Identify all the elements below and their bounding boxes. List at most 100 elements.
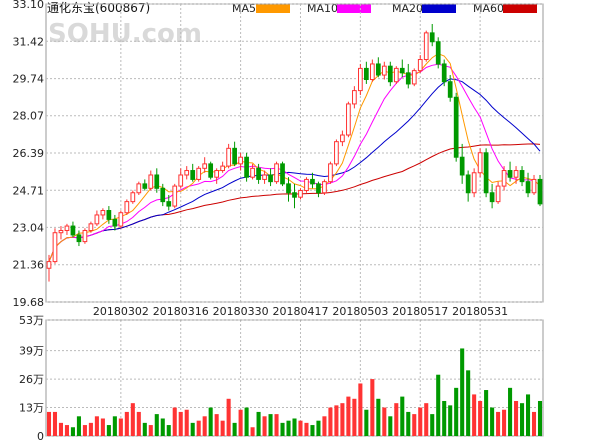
candle-body bbox=[459, 156, 465, 176]
candle-body bbox=[537, 178, 543, 205]
legend-label: MA10 bbox=[307, 2, 338, 15]
volume-bar bbox=[172, 407, 177, 436]
volume-bar bbox=[238, 409, 243, 436]
volume-bar bbox=[388, 416, 393, 436]
volume-bar bbox=[478, 400, 483, 436]
volume-bar bbox=[148, 425, 153, 436]
volume-bar bbox=[202, 416, 207, 436]
legend-label: MA5 bbox=[232, 2, 256, 15]
candle-body bbox=[64, 225, 70, 231]
volume-bar bbox=[346, 396, 351, 436]
candle-body bbox=[352, 90, 357, 105]
legend-swatch bbox=[337, 4, 371, 13]
legend-label: MA60 bbox=[473, 2, 504, 15]
volume-bar bbox=[448, 405, 453, 436]
candle-body bbox=[196, 167, 202, 180]
volume-bar bbox=[220, 420, 225, 436]
candle-body bbox=[130, 192, 136, 203]
candle-body bbox=[238, 156, 243, 165]
volume-bar bbox=[160, 418, 165, 436]
date-tick-label: 20180517 bbox=[392, 305, 448, 318]
candle-body bbox=[280, 163, 285, 185]
volume-bar bbox=[490, 407, 495, 436]
candle-body bbox=[76, 234, 82, 243]
candle-body bbox=[112, 218, 118, 227]
candle-body bbox=[417, 59, 423, 72]
candle-body bbox=[244, 156, 249, 178]
candle-body bbox=[262, 174, 267, 180]
volume-bar bbox=[76, 416, 81, 436]
candle-body bbox=[429, 32, 435, 43]
volume-bar bbox=[256, 411, 261, 436]
candle-body bbox=[513, 170, 519, 178]
volume-bar bbox=[124, 411, 129, 436]
candle-body bbox=[310, 178, 315, 185]
candle-body bbox=[519, 170, 525, 183]
candle-body bbox=[489, 192, 495, 203]
candle-body bbox=[501, 170, 507, 187]
volume-bar bbox=[454, 387, 459, 436]
volume-tick-label: 26万 bbox=[19, 373, 44, 386]
volume-bar bbox=[364, 409, 369, 436]
candle-body bbox=[363, 67, 369, 80]
candle-body bbox=[334, 141, 339, 165]
price-tick-label: 21.36 bbox=[13, 259, 45, 272]
volume-bar bbox=[304, 422, 309, 436]
candle-body bbox=[124, 201, 130, 214]
volume-bar bbox=[316, 420, 321, 436]
price-tick-label: 23.04 bbox=[13, 221, 45, 234]
date-tick-label: 20180531 bbox=[452, 305, 508, 318]
legend-swatch bbox=[503, 4, 537, 13]
candle-body bbox=[46, 261, 52, 269]
volume-bar bbox=[184, 409, 189, 436]
candle-body bbox=[322, 181, 327, 194]
volume-bar bbox=[178, 411, 183, 436]
volume-bar bbox=[394, 403, 399, 436]
candle-body bbox=[256, 167, 261, 180]
candle-body bbox=[190, 170, 196, 180]
ma-line-ma10 bbox=[48, 63, 541, 262]
volume-bar bbox=[370, 379, 375, 436]
candle-body bbox=[316, 183, 321, 194]
volume-bar bbox=[531, 411, 537, 436]
candle-body bbox=[88, 223, 94, 231]
candle-body bbox=[465, 174, 471, 194]
volume-bar bbox=[376, 398, 381, 436]
candle-body bbox=[154, 174, 160, 189]
volume-bar bbox=[244, 407, 249, 436]
volume-bar bbox=[166, 425, 171, 436]
date-tick-label: 20180302 bbox=[93, 305, 149, 318]
candle-body bbox=[393, 67, 399, 83]
price-tick-label: 33.10 bbox=[13, 0, 45, 11]
candle-body bbox=[375, 63, 381, 76]
candle-body bbox=[531, 178, 537, 194]
candle-body bbox=[106, 210, 112, 220]
volume-bar bbox=[130, 403, 135, 436]
candle-body bbox=[208, 163, 214, 178]
legend-swatch bbox=[256, 4, 290, 13]
volume-panel: 53万 39万 26万 13万 0 bbox=[19, 314, 544, 443]
price-tick-label: 29.74 bbox=[13, 73, 45, 86]
candle-body bbox=[184, 170, 190, 176]
candle-body bbox=[495, 185, 501, 203]
candle-body bbox=[298, 190, 303, 198]
volume-bar bbox=[358, 383, 363, 436]
volume-bar bbox=[118, 418, 123, 436]
volume-bar bbox=[88, 422, 93, 436]
candle-body bbox=[214, 170, 220, 178]
volume-bar bbox=[94, 416, 99, 436]
candle-body bbox=[250, 167, 255, 178]
date-tick-label: 20180417 bbox=[272, 305, 328, 318]
date-tick-label: 20180330 bbox=[213, 305, 269, 318]
date-tick-label: 20180316 bbox=[153, 305, 209, 318]
volume-bar bbox=[520, 403, 525, 436]
volume-bar bbox=[208, 407, 213, 436]
volume-bar bbox=[472, 394, 477, 436]
volume-bar bbox=[430, 414, 435, 436]
volume-bar bbox=[334, 405, 339, 436]
price-tick-label: 19.68 bbox=[13, 296, 45, 309]
volume-bar bbox=[58, 422, 64, 436]
volume-bar bbox=[142, 422, 147, 436]
candle-body bbox=[274, 163, 279, 183]
candle-body bbox=[423, 32, 429, 61]
